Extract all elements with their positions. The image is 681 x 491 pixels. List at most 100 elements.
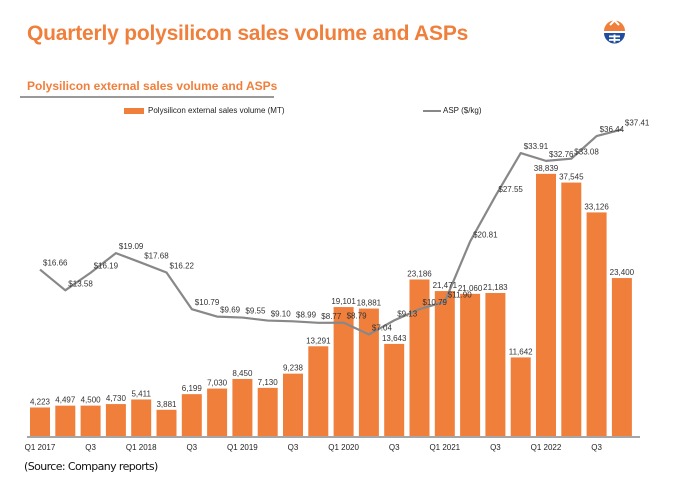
asp-value-label: $33.91: [524, 142, 549, 151]
bar-value-label: 11,642: [509, 347, 533, 356]
x-tick-label: Q3: [591, 443, 602, 452]
bar-value-label: 9,238: [283, 364, 304, 373]
x-tick-label: Q1 2018: [126, 443, 157, 452]
asp-value-label: $10.79: [195, 298, 220, 307]
x-tick-label: Q3: [288, 443, 299, 452]
bar-value-label: 8,450: [232, 369, 253, 378]
bar-4: [131, 399, 152, 436]
bar-1: [55, 405, 76, 436]
asp-value-label: $9.55: [245, 307, 266, 316]
bar-6: [181, 394, 202, 436]
bar-20: [536, 173, 556, 437]
bar-value-label: 7,030: [207, 379, 228, 388]
bar-value-label: 7,130: [258, 378, 279, 387]
bar-value-label: 21,060: [458, 284, 483, 293]
x-tick-label: Q3: [389, 443, 400, 452]
x-tick-label: Q1 2019: [227, 443, 258, 452]
bar-value-label: 38,839: [534, 164, 559, 173]
bar-9: [257, 387, 278, 436]
legend-label-volume: Polysilicon external sales volume (MT): [148, 106, 285, 115]
bar-11: [308, 346, 329, 436]
x-tick-label: Q3: [85, 443, 96, 452]
line-layer: [39, 128, 623, 336]
bar-12: [333, 307, 354, 436]
bar-0: [30, 407, 50, 436]
bar-5: [156, 409, 177, 436]
bar-13: [358, 308, 379, 436]
asp-value-label: $36.44: [600, 125, 625, 134]
x-tick-label: Q1 2017: [25, 443, 56, 452]
bar-value-label: 6,199: [182, 384, 203, 393]
bar-2: [80, 405, 101, 436]
bar-14: [384, 343, 405, 436]
legend-item-asp: ASP ($/kg): [423, 106, 482, 115]
bar-value-label: 4,730: [106, 394, 127, 403]
asp-value-label: $8.99: [296, 310, 317, 319]
bar-22: [586, 212, 607, 436]
bar-value-label: 18,881: [357, 299, 382, 308]
asp-value-label: $10.79: [423, 298, 448, 307]
asp-line: [39, 128, 623, 336]
asp-value-label: $8.77: [321, 312, 342, 321]
asp-value-label: $27.55: [498, 185, 523, 194]
bar-value-label: 13,291: [306, 336, 331, 345]
bar-19: [510, 357, 531, 436]
legend-line-swatch: [423, 109, 441, 112]
company-logo-icon: [603, 19, 626, 44]
x-tick-label: Q1 2021: [429, 443, 460, 452]
bar-value-label: 5,411: [131, 389, 151, 398]
asp-value-label: $8.79: [347, 312, 368, 321]
labels-layer: 4,223 4,497 4,500 4,730 5,411 3,881 6,199 7,030…: [30, 118, 650, 408]
x-tick-label: Q1 2022: [531, 443, 562, 452]
bar-18: [485, 293, 506, 436]
bar-value-label: 21,471: [433, 281, 458, 290]
bar-15: [409, 279, 430, 436]
bar-16: [434, 291, 455, 436]
bar-value-label: 37,545: [559, 173, 584, 182]
bar-23: [611, 278, 632, 436]
ticks-layer: Q1 2017 Q3 Q1 2018 Q3 Q1 2019 Q3 Q1 2020 Q3 Q1 2…: [25, 443, 603, 452]
bar-value-label: 23,400: [610, 268, 635, 277]
bar-value-label: 4,223: [30, 397, 51, 406]
asp-value-label: $32.76: [549, 150, 574, 159]
bar-10: [283, 373, 303, 436]
bar-value-label: 33,126: [584, 202, 609, 211]
legend-label-asp: ASP ($/kg): [443, 106, 482, 115]
bar-17: [460, 293, 481, 436]
bar-value-label: 13,643: [382, 334, 407, 343]
legend-item-volume: Polysilicon external sales volume (MT): [124, 106, 285, 115]
x-tick-label: Q1 2020: [328, 443, 359, 452]
bar-value-label: 4,497: [55, 396, 76, 405]
asp-value-label: $9.10: [271, 310, 292, 319]
section-title: Polysilicon external sales volume and AS…: [27, 79, 278, 93]
bar-value-label: 3,881: [156, 400, 177, 409]
x-tick-label: Q3: [490, 443, 501, 452]
section-underline: [20, 96, 274, 98]
x-tick-label: Q3: [186, 443, 197, 452]
bar-value-label: 4,500: [81, 396, 102, 405]
bar-3: [105, 404, 126, 436]
bar-8: [232, 378, 253, 436]
asp-value-label: $11.90: [448, 291, 472, 300]
bar-value-label: 19,101: [331, 297, 356, 306]
legend-bar-swatch: [124, 107, 144, 114]
page-title: Quarterly polysilicon sales volume and A…: [27, 22, 469, 45]
source-note: (Source: Company reports): [24, 460, 158, 473]
asp-value-label: $9.13: [397, 309, 418, 318]
bars-layer: [30, 173, 632, 437]
bar-value-label: 21,183: [483, 283, 508, 292]
asp-value-label: $33.08: [574, 148, 599, 157]
asp-value-label: $19.09: [119, 242, 144, 251]
asp-value-label: $13.58: [68, 279, 93, 288]
bar-value-label: 23,186: [407, 269, 432, 278]
asp-value-label: $16.19: [94, 262, 119, 271]
asp-value-label: $7.04: [372, 323, 393, 332]
asp-value-label: $9.69: [220, 306, 241, 315]
asp-value-label: $17.68: [144, 252, 169, 261]
bar-7: [207, 388, 228, 436]
bar-21: [561, 182, 582, 436]
asp-value-label: $16.66: [43, 259, 68, 268]
asp-value-label: $37.41: [625, 118, 650, 127]
asp-value-label: $16.22: [170, 262, 195, 271]
